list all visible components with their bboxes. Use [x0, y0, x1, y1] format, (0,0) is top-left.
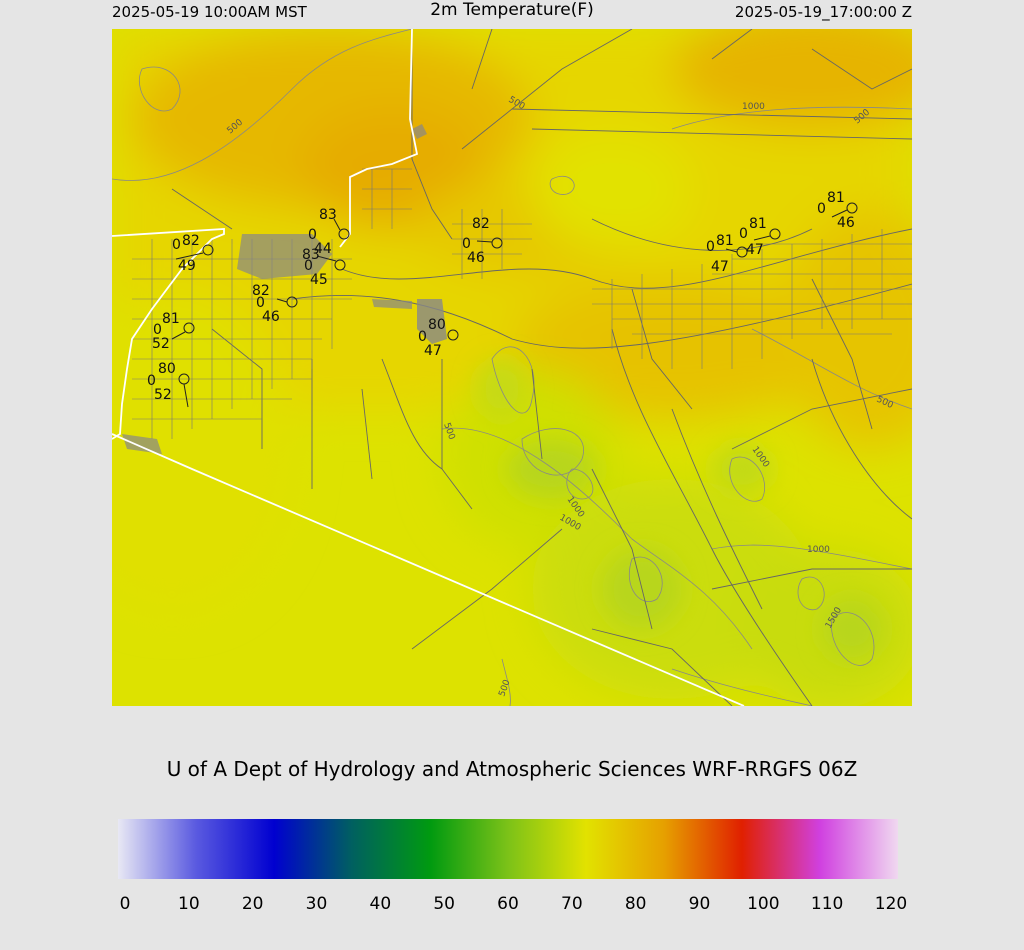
station-temp: 81 — [162, 311, 180, 327]
station-cover: 0 — [147, 373, 156, 389]
color-scale-tick: 120 — [874, 894, 908, 914]
color-scale-tick: 70 — [561, 894, 583, 914]
station-dewpoint: 44 — [314, 241, 332, 257]
valid-time-utc: 2025-05-19_17:00:00 Z — [734, 3, 912, 21]
color-scale-tick: 60 — [497, 894, 519, 914]
elevation-contours — [112, 29, 912, 706]
station-cover: 0 — [172, 237, 181, 253]
station-plot[interactable]: 82 0 49 — [172, 233, 214, 274]
color-scale-tick: 100 — [747, 894, 780, 914]
color-scale-ticks: 0 10 20 30 40 50 60 70 80 90 100 110 120 — [0, 894, 1024, 918]
station-temp: 80 — [428, 317, 446, 333]
station-temp: 81 — [749, 216, 767, 232]
station-cover: 0 — [304, 258, 313, 274]
station-cover: 0 — [418, 329, 427, 345]
model-credit: U of A Dept of Hydrology and Atmospheric… — [166, 757, 858, 781]
contour-label: 1000 — [742, 102, 765, 112]
station-cover: 0 — [462, 236, 471, 252]
station-temp: 82 — [252, 283, 270, 299]
station-temp: 81 — [827, 190, 845, 206]
station-plot[interactable]: 82 0 46 — [462, 216, 503, 266]
station-cover: 0 — [256, 295, 265, 311]
station-dewpoint: 49 — [178, 258, 196, 274]
station-temp: 83 — [319, 207, 337, 223]
station-plot[interactable]: 81 0 47 — [706, 233, 748, 275]
road-network — [171, 29, 912, 706]
station-dewpoint: 46 — [837, 215, 855, 231]
station-plot[interactable]: 82 0 46 — [252, 283, 298, 325]
station-plot[interactable]: 83 0 45 — [302, 247, 346, 288]
color-scale-bar — [118, 819, 898, 879]
station-cover: 0 — [153, 322, 162, 338]
contour-label: 1000 — [807, 545, 830, 555]
station-plot[interactable]: 81 0 47 — [739, 216, 781, 258]
station-dewpoint: 52 — [152, 336, 170, 352]
borders — [112, 29, 745, 706]
color-scale-tick: 30 — [305, 894, 328, 914]
station-temp: 83 — [302, 247, 320, 263]
station-dewpoint: 47 — [746, 242, 764, 258]
map-title: 2m Temperature(F) — [430, 0, 594, 20]
station-dewpoint: 47 — [424, 343, 442, 359]
color-scale-tick: 50 — [433, 894, 455, 914]
station-plot[interactable]: 81 0 52 — [152, 311, 195, 352]
station-dewpoint: 52 — [154, 387, 172, 403]
color-scale-tick: 0 — [119, 894, 131, 914]
color-scale-tick: 40 — [369, 894, 392, 914]
station-plot[interactable]: 80 0 52 — [147, 361, 190, 408]
station-plot[interactable]: 80 0 47 — [418, 317, 459, 359]
station-cover: 0 — [739, 226, 748, 242]
station-plot[interactable]: 81 0 46 — [817, 190, 858, 231]
station-plot[interactable]: 83 0 44 — [308, 207, 350, 257]
urban-areas — [122, 124, 447, 454]
station-plots: 82 0 49 83 0 44 83 0 45 82 — [147, 190, 858, 408]
color-scale-tick: 90 — [688, 894, 711, 914]
color-scale-tick: 20 — [241, 894, 264, 914]
station-dewpoint: 46 — [262, 309, 280, 325]
station-cover: 0 — [817, 201, 826, 217]
color-scale-tick: 10 — [178, 894, 200, 914]
station-cover: 0 — [706, 239, 715, 255]
map-canvas: 500 500 500 500 500 1000 1000 1000 1000 … — [112, 29, 912, 706]
color-scale-tick: 80 — [624, 894, 647, 914]
station-temp: 82 — [472, 216, 490, 232]
station-temp: 82 — [182, 233, 200, 249]
temperature-map: 500 500 500 500 500 1000 1000 1000 1000 … — [112, 29, 912, 706]
station-dewpoint: 45 — [310, 272, 328, 288]
station-cover: 0 — [308, 227, 317, 243]
color-scale-tick: 110 — [810, 894, 844, 914]
station-dewpoint: 46 — [467, 250, 485, 266]
station-temp: 81 — [716, 233, 734, 249]
valid-time-local: 2025-05-19 10:00AM MST — [112, 3, 307, 21]
station-dewpoint: 47 — [711, 259, 729, 275]
station-temp: 80 — [158, 361, 176, 377]
